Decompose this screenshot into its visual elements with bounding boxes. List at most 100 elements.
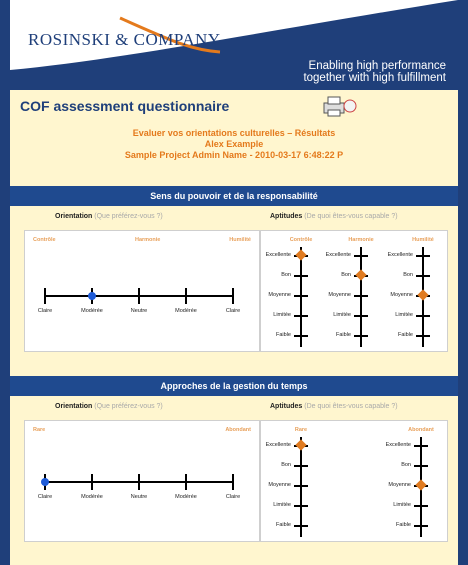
aptitude-tick [416,255,430,257]
orientation-heading: Orientation (Que préférez-vous ?) [55,403,163,410]
orientation-scale-header: Abondant [225,427,251,433]
orientation-marker [41,478,49,486]
orientation-tick [91,474,93,490]
aptitude-level-label: Bon [281,272,291,278]
aptitude-tick [354,295,368,297]
aptitude-tick [414,465,428,467]
aptitude-tick [414,445,428,447]
results-title: Evaluer vos orientations culturelles – R… [132,128,336,138]
orientation-tick [138,474,140,490]
orientation-scale-label: Neutre [130,494,148,500]
aptitudes-label: Aptitudes [270,403,305,410]
aptitudes-hint: (De quoi êtes-vous capable ?) [304,213,398,220]
page-title: COF assessment questionnaire [20,98,230,114]
aptitude-tick [294,275,308,277]
orientation-scale-label: Claire [37,308,53,314]
aptitude-level-label: Excellente [265,252,291,258]
orientation-scale-label: Modérée [175,308,197,314]
orientation-scale-header: Contrôle [33,237,56,243]
aptitude-column-header: Contrôle [289,237,313,243]
aptitude-level-label: Bon [281,462,291,468]
orientation-panel: Contrôle Harmonie Humilité Claire Modérée Neu… [24,230,260,352]
aptitude-level-label: Limitée [273,312,291,318]
aptitude-level-label: Bon [401,462,411,468]
orientation-scale-label: Claire [225,494,241,500]
aptitude-tick [294,295,308,297]
section-title-bar: Approches de la gestion du temps [10,376,458,396]
orientation-scale-header: Rare [33,427,46,433]
header-banner: ROSINSKI & COMPANY Enabling high perform… [10,0,458,90]
aptitudes-heading: Aptitudes (De quoi êtes-vous capable ?) [270,403,398,410]
aptitude-tick [414,525,428,527]
aptitude-level-label: Faible [276,332,291,338]
orientation-scale-header: Harmonie [135,237,161,243]
banner-swoosh [10,0,458,90]
aptitude-level-label: Limitée [273,502,291,508]
aptitudes-label: Aptitudes [270,213,305,220]
aptitude-tick [354,315,368,317]
aptitude-tick [414,505,428,507]
aptitude-tick [294,315,308,317]
aptitude-tick [416,335,430,337]
company-logo: ROSINSKI & COMPANY [28,30,221,49]
tagline-line-1: Enabling high performance [308,60,446,72]
orientation-hint: (Que préférez-vous ?) [94,213,163,220]
aptitude-column-header: Rare [294,427,308,433]
aptitude-level-label: Moyenne [328,292,351,298]
orientation-marker [88,292,96,300]
aptitudes-panel: Rare Excellente Bon Moyenne Limitée Faible Abo… [260,420,448,542]
aptitude-tick [354,255,368,257]
aptitude-level-label: Moyenne [268,292,291,298]
orientation-tick [232,288,234,304]
aptitude-marker [415,479,427,491]
aptitude-marker [417,289,429,301]
aptitude-column-header: Abondant [408,427,434,433]
aptitude-level-label: Moyenne [388,482,411,488]
orientation-scale-label: Modérée [175,494,197,500]
orientation-scale-label: Modérée [81,494,103,500]
orientation-scale-label: Claire [37,494,53,500]
aptitude-tick [354,335,368,337]
aptitude-level-label: Faible [336,332,351,338]
orientation-scale-label: Claire [225,308,241,314]
aptitude-level-label: Faible [398,332,413,338]
aptitude-tick [416,315,430,317]
title-row: COF assessment questionnaire [10,96,458,122]
orientation-scale-label: Neutre [130,308,148,314]
orientation-scale-header: Humilité [229,237,251,243]
aptitude-level-label: Excellente [387,252,413,258]
aptitude-tick [294,505,308,507]
section-title-bar: Sens du pouvoir et de la responsabilité [10,186,458,206]
orientation-panel: Rare Abondant Claire Modérée Neutre Modérée Cl… [24,420,260,542]
aptitude-level-label: Bon [341,272,351,278]
orientation-tick [44,288,46,304]
aptitude-tick [294,335,308,337]
aptitude-level-label: Moyenne [268,482,291,488]
orientation-label: Orientation [55,403,95,410]
orientation-scale-label: Modérée [81,308,103,314]
company-tagline: Enabling high performance together with … [303,60,446,84]
respondent-name: Alex Example [204,139,264,149]
aptitude-tick [294,465,308,467]
aptitude-level-label: Moyenne [390,292,413,298]
aptitude-level-label: Excellente [325,252,351,258]
aptitude-axis [300,247,302,347]
aptitude-level-label: Limitée [393,502,411,508]
page-frame: ROSINSKI & COMPANY Enabling high perform… [10,0,458,565]
project-admin-line: Sample Project Admin Name - 2010-03-17 6… [124,150,344,160]
aptitude-marker [295,249,307,261]
aptitude-tick [294,525,308,527]
orientation-heading: Orientation (Que préférez-vous ?) [55,213,163,220]
aptitudes-hint: (De quoi êtes-vous capable ?) [304,403,398,410]
aptitude-tick [416,275,430,277]
orientation-tick [185,288,187,304]
tagline-line-2: together with high fulfillment [303,72,446,84]
aptitude-marker [355,269,367,281]
aptitude-tick [294,485,308,487]
aptitude-level-label: Limitée [333,312,351,318]
printer-icon[interactable] [320,94,360,118]
aptitude-marker [295,439,307,451]
aptitude-axis [300,437,302,537]
aptitude-axis [360,247,362,347]
orientation-label: Orientation [55,213,95,220]
